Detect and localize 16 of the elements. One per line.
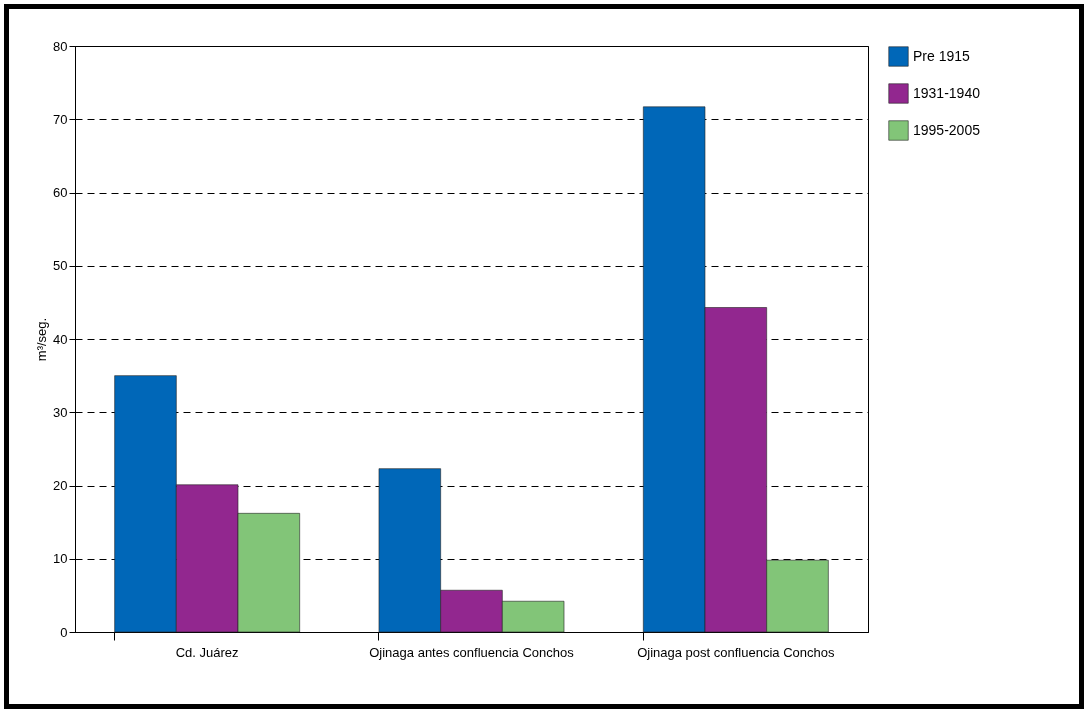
y-tick-label: 80 xyxy=(53,38,68,54)
y-tick-label: 0 xyxy=(60,624,68,640)
y-tick-label: 60 xyxy=(53,185,68,200)
legend-label: 1931-1940 xyxy=(913,84,981,101)
y-axis-title: m³/seg. xyxy=(34,317,50,362)
x-tick-label: Ojinaga post confluencia Conchos xyxy=(637,644,835,660)
legend-label: 1995-2005 xyxy=(913,121,981,138)
x-tick-label: Ojinaga antes confluencia Conchos xyxy=(369,644,575,660)
x-tick-label: Cd. Juárez xyxy=(175,644,239,660)
legend-label: Pre 1915 xyxy=(913,47,971,64)
y-tick-label: 10 xyxy=(53,551,68,567)
y-tick-label: 20 xyxy=(53,478,68,493)
y-tick-label: 40 xyxy=(53,331,68,347)
y-tick-label: 30 xyxy=(53,404,68,420)
y-tick-label: 50 xyxy=(53,258,68,274)
y-tick-label: 70 xyxy=(53,111,68,127)
